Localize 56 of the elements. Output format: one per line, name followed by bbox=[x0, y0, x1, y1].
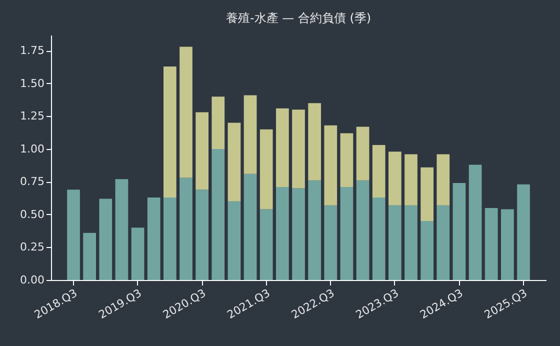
y-tick-label: 1.00 bbox=[20, 142, 44, 156]
y-tick-label: 0.50 bbox=[20, 208, 44, 221]
bar bbox=[228, 201, 241, 280]
bar bbox=[356, 180, 370, 280]
bar bbox=[324, 125, 338, 206]
bar bbox=[276, 186, 289, 280]
bar bbox=[340, 133, 354, 187]
bar bbox=[372, 145, 386, 198]
bar bbox=[388, 152, 402, 206]
bar bbox=[260, 209, 273, 280]
bar bbox=[292, 188, 305, 280]
bar bbox=[308, 103, 321, 180]
y-tick-label: 0.00 bbox=[20, 274, 44, 286]
bar bbox=[164, 197, 176, 280]
bar bbox=[276, 108, 289, 187]
bar bbox=[404, 154, 418, 206]
bar bbox=[468, 164, 482, 280]
bar bbox=[115, 179, 128, 280]
bar bbox=[292, 110, 305, 188]
bar bbox=[501, 209, 514, 280]
y-tick-label: 0.75 bbox=[20, 175, 44, 188]
bar bbox=[180, 46, 192, 178]
chart-title: 養殖-水產 — 合約負債 (季) bbox=[226, 11, 372, 25]
bar bbox=[372, 197, 386, 280]
y-tick-label: 1.50 bbox=[20, 76, 44, 90]
y-tick-label: 1.25 bbox=[20, 110, 44, 123]
bar bbox=[228, 122, 241, 202]
y-tick-label: 1.75 bbox=[20, 44, 44, 58]
bar bbox=[212, 148, 225, 280]
bar bbox=[196, 112, 208, 190]
bar bbox=[83, 232, 96, 280]
bar bbox=[436, 205, 450, 280]
bar bbox=[180, 178, 192, 280]
bar bbox=[388, 205, 402, 280]
bar bbox=[436, 154, 450, 206]
bar bbox=[147, 197, 160, 280]
bar bbox=[404, 205, 418, 280]
bar bbox=[452, 183, 466, 280]
bar bbox=[131, 228, 144, 280]
bar bbox=[196, 190, 208, 280]
bar bbox=[244, 174, 257, 280]
y-tick-label: 0.25 bbox=[20, 240, 44, 254]
bar bbox=[517, 184, 530, 280]
bar bbox=[356, 126, 370, 180]
bar bbox=[340, 186, 354, 280]
bar bbox=[99, 198, 112, 280]
bar bbox=[420, 221, 434, 280]
bar bbox=[164, 66, 176, 198]
bar bbox=[67, 190, 80, 280]
bar bbox=[212, 96, 225, 149]
bar bbox=[244, 95, 257, 174]
bar bbox=[484, 208, 498, 280]
bar bbox=[260, 129, 273, 210]
bar bbox=[324, 205, 338, 280]
bar bbox=[420, 167, 434, 222]
bar bbox=[308, 180, 321, 280]
